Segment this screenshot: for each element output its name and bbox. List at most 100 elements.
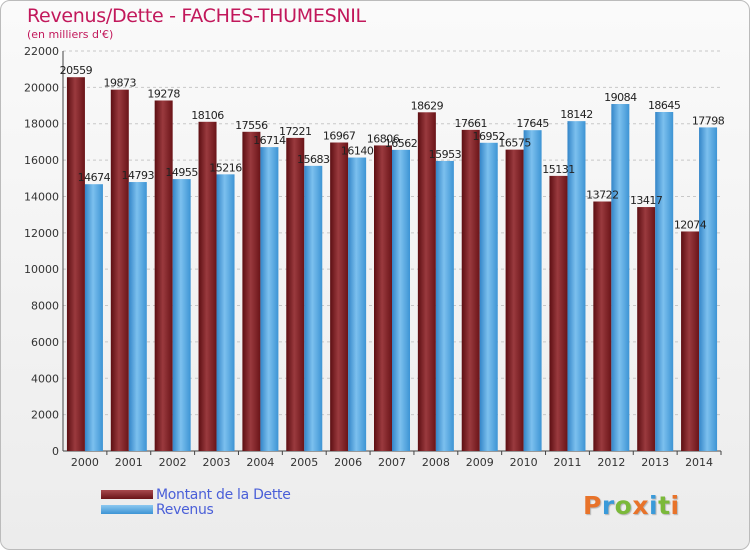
y-tick-label: 6000 (31, 336, 59, 349)
bar-revenue (699, 127, 718, 452)
data-label-debt: 16575 (498, 137, 531, 150)
x-tick-label: 2013 (641, 456, 669, 469)
data-label-revenue: 14793 (122, 169, 155, 182)
bar-revenue (84, 184, 103, 451)
legend-swatch-debt (101, 490, 153, 499)
data-label-debt: 13722 (586, 189, 619, 202)
bar-debt (505, 149, 524, 452)
data-label-revenue: 14674 (78, 171, 111, 184)
x-tick-label: 2004 (246, 456, 274, 469)
bar-revenue (304, 165, 323, 451)
legend: Montant de la Dette Revenus (101, 486, 291, 518)
bar-revenue (348, 157, 367, 451)
y-tick-label: 16000 (24, 154, 59, 167)
bar-revenue (611, 104, 630, 451)
data-label-debt: 19873 (104, 77, 137, 90)
bar-revenue (655, 112, 674, 451)
bar-debt (330, 142, 349, 451)
x-tick-label: 2003 (203, 456, 231, 469)
y-tick-label: 2000 (31, 409, 59, 422)
y-tick-label: 22000 (24, 45, 59, 58)
bar-debt (286, 137, 305, 451)
data-label-revenue: 16140 (341, 145, 374, 158)
bar-debt (154, 100, 173, 451)
bar-revenue (392, 149, 410, 451)
data-label-revenue: 16562 (385, 137, 418, 150)
bar-revenue (523, 130, 542, 451)
data-label-debt: 18629 (411, 99, 444, 112)
bar-revenue (260, 147, 279, 452)
data-label-debt: 17221 (279, 125, 312, 138)
y-tick-label: 14000 (24, 190, 59, 203)
bar-revenue (479, 142, 498, 452)
bar-debt (198, 121, 217, 452)
bar-debt (681, 231, 700, 451)
bar-debt (417, 112, 436, 452)
x-tick-label: 2002 (159, 456, 187, 469)
logo-letter: o (614, 491, 633, 520)
bar-debt (461, 129, 480, 451)
y-tick-label: 20000 (24, 81, 59, 94)
legend-label-revenue: Revenus (156, 501, 214, 518)
logo-letter: r (601, 491, 615, 520)
data-label-debt: 17556 (235, 119, 268, 132)
data-label-debt: 18106 (191, 109, 224, 122)
logo-letter: i (649, 491, 659, 520)
data-label-revenue: 15953 (429, 148, 462, 161)
x-tick-label: 2007 (378, 456, 406, 469)
data-label-debt: 16967 (323, 130, 356, 143)
data-label-revenue: 16952 (472, 130, 505, 143)
data-label-revenue: 15216 (209, 161, 242, 174)
legend-swatch-revenue (101, 505, 153, 514)
chart-subtitle: (en milliers d'€) (27, 28, 114, 41)
bar-debt (549, 175, 568, 451)
legend-label-debt: Montant de la Dette (156, 486, 291, 503)
data-label-revenue: 15683 (297, 153, 330, 166)
data-label-debt: 19278 (147, 87, 180, 100)
bar-debt (110, 89, 129, 451)
data-label-debt: 17661 (454, 117, 487, 130)
chart-title: Revenus/Dette - FACHES-THUMESNIL (27, 5, 366, 27)
logo-letter: t (658, 491, 671, 520)
data-label-debt: 12074 (674, 218, 707, 231)
bar-debt (242, 131, 261, 452)
data-label-revenue: 18142 (560, 108, 593, 121)
x-tick-label: 2001 (115, 456, 143, 469)
bar-debt (66, 77, 85, 451)
logo-letter: P (583, 491, 602, 520)
y-tick-label: 18000 (24, 118, 59, 131)
y-tick-label: 12000 (24, 227, 59, 240)
legend-item-revenue: Revenus (101, 501, 291, 518)
x-tick-label: 2005 (290, 456, 318, 469)
data-label-debt: 13417 (630, 194, 663, 207)
bar-revenue (128, 182, 147, 451)
logo-letter: x (632, 491, 649, 520)
bar-debt (374, 145, 392, 451)
y-tick-label: 8000 (31, 300, 59, 313)
bar-revenue (172, 179, 191, 451)
legend-item-debt: Montant de la Dette (101, 486, 291, 503)
bar-debt (593, 201, 612, 451)
x-tick-label: 2012 (597, 456, 625, 469)
y-tick-label: 4000 (31, 372, 59, 385)
data-label-debt: 15131 (542, 163, 575, 176)
x-tick-label: 2009 (466, 456, 494, 469)
bar-revenue (567, 121, 586, 452)
logo-letter: i (670, 491, 680, 520)
x-tick-label: 2008 (422, 456, 450, 469)
data-label-debt: 16806 (367, 132, 400, 145)
data-label-revenue: 17645 (516, 117, 549, 130)
x-tick-label: 2006 (334, 456, 362, 469)
data-label-revenue: 17798 (692, 114, 725, 127)
x-tick-label: 2011 (553, 456, 581, 469)
y-tick-label: 10000 (24, 263, 59, 276)
data-label-revenue: 14955 (165, 166, 198, 179)
data-label-revenue: 19084 (604, 91, 637, 104)
x-tick-label: 2014 (685, 456, 713, 469)
y-tick-label: 0 (52, 445, 59, 458)
x-tick-label: 2010 (510, 456, 538, 469)
x-tick-label: 2000 (71, 456, 99, 469)
bar-debt (637, 207, 656, 451)
